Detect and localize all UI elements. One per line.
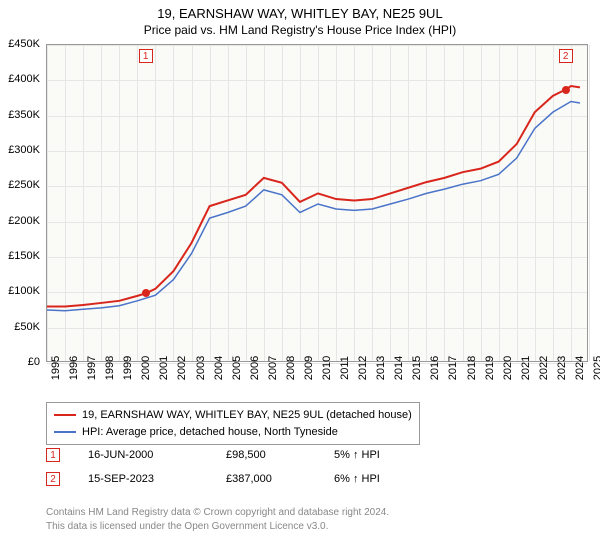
x-tick-label: 2023 <box>556 356 568 380</box>
x-tick-label: 2011 <box>339 356 351 380</box>
x-tick-label: 2002 <box>176 356 188 380</box>
x-tick-label: 2001 <box>158 356 170 380</box>
y-tick-label: £50K <box>0 321 40 333</box>
y-tick-label: £250K <box>0 179 40 191</box>
legend-swatch <box>54 431 76 433</box>
sale-delta: 5% ↑ HPI <box>334 449 380 461</box>
legend-label: HPI: Average price, detached house, Nort… <box>82 424 338 441</box>
x-tick-label: 2005 <box>231 356 243 380</box>
y-tick-label: £100K <box>0 285 40 297</box>
gridline-v <box>589 45 590 361</box>
y-tick-label: £150K <box>0 250 40 262</box>
plot-area: 12 <box>46 44 588 362</box>
y-tick-label: £200K <box>0 215 40 227</box>
sale-index-box: 2 <box>46 472 60 486</box>
line-series-svg <box>47 45 587 361</box>
sale-index-box: 1 <box>46 448 60 462</box>
x-tick-label: 2016 <box>429 356 441 380</box>
x-tick-label: 2009 <box>303 356 315 380</box>
footer-line1: Contains HM Land Registry data © Crown c… <box>46 506 389 520</box>
x-tick-label: 1995 <box>50 356 62 380</box>
sale-marker-dot <box>142 289 150 297</box>
series-line <box>47 86 580 306</box>
x-tick-label: 1999 <box>122 356 134 380</box>
chart-container: 19, EARNSHAW WAY, WHITLEY BAY, NE25 9UL … <box>0 0 600 560</box>
sale-date: 16-JUN-2000 <box>88 449 198 461</box>
x-tick-label: 2010 <box>321 356 333 380</box>
y-tick-label: £400K <box>0 73 40 85</box>
sale-date: 15-SEP-2023 <box>88 473 198 485</box>
x-tick-label: 1998 <box>104 356 116 380</box>
x-tick-label: 2017 <box>447 356 459 380</box>
y-tick-label: £350K <box>0 109 40 121</box>
x-tick-label: 2019 <box>484 356 496 380</box>
x-tick-label: 2014 <box>393 356 405 380</box>
x-tick-label: 2013 <box>375 356 387 380</box>
sale-delta: 6% ↑ HPI <box>334 473 380 485</box>
series-line <box>47 102 580 311</box>
sale-row: 1 16-JUN-2000 £98,500 5% ↑ HPI <box>46 448 380 462</box>
sale-marker-dot <box>562 86 570 94</box>
x-tick-label: 2008 <box>285 356 297 380</box>
x-tick-label: 2015 <box>411 356 423 380</box>
x-tick-label: 2020 <box>502 356 514 380</box>
legend-label: 19, EARNSHAW WAY, WHITLEY BAY, NE25 9UL … <box>82 407 412 424</box>
sale-price: £98,500 <box>226 449 306 461</box>
x-tick-label: 2006 <box>249 356 261 380</box>
x-tick-label: 2004 <box>213 356 225 380</box>
footer-attribution: Contains HM Land Registry data © Crown c… <box>46 506 389 534</box>
legend-item: 19, EARNSHAW WAY, WHITLEY BAY, NE25 9UL … <box>54 407 412 424</box>
x-tick-label: 2018 <box>466 356 478 380</box>
chart-subtitle: Price paid vs. HM Land Registry's House … <box>0 21 600 41</box>
x-tick-label: 2025 <box>592 356 600 380</box>
x-tick-label: 1996 <box>68 356 80 380</box>
x-tick-label: 2012 <box>357 356 369 380</box>
x-tick-label: 2024 <box>574 356 586 380</box>
sale-row: 2 15-SEP-2023 £387,000 6% ↑ HPI <box>46 472 380 486</box>
y-tick-label: £450K <box>0 38 40 50</box>
x-tick-label: 1997 <box>86 356 98 380</box>
y-tick-label: £300K <box>0 144 40 156</box>
legend-item: HPI: Average price, detached house, Nort… <box>54 424 412 441</box>
legend-swatch <box>54 414 76 416</box>
x-tick-label: 2003 <box>195 356 207 380</box>
chart-title: 19, EARNSHAW WAY, WHITLEY BAY, NE25 9UL <box>0 0 600 21</box>
legend: 19, EARNSHAW WAY, WHITLEY BAY, NE25 9UL … <box>46 402 420 445</box>
sale-marker-flag: 1 <box>139 49 153 63</box>
x-tick-label: 2007 <box>267 356 279 380</box>
x-tick-label: 2000 <box>140 356 152 380</box>
sale-marker-flag: 2 <box>559 49 573 63</box>
sale-price: £387,000 <box>226 473 306 485</box>
y-tick-label: £0 <box>0 356 40 368</box>
x-tick-label: 2021 <box>520 356 532 380</box>
x-tick-label: 2022 <box>538 356 550 380</box>
footer-line2: This data is licensed under the Open Gov… <box>46 520 389 534</box>
